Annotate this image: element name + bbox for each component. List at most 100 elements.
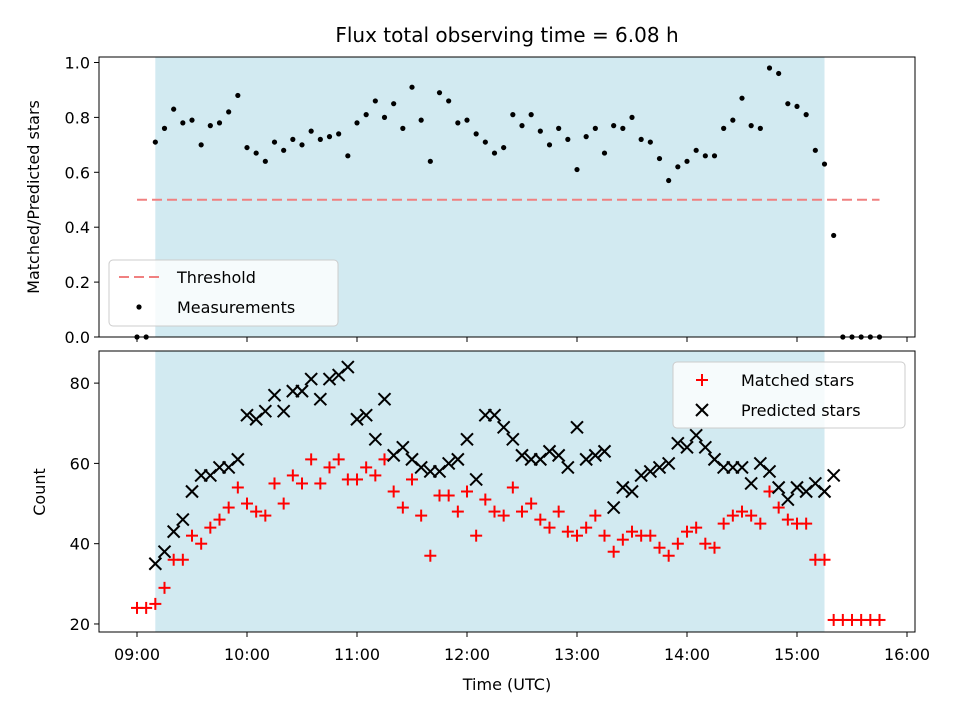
matched-star-point	[781, 513, 794, 526]
matched-star-point	[424, 549, 437, 562]
matched-star-point	[497, 509, 510, 522]
matched-star-point	[176, 553, 189, 566]
y-tick-label: 0.6	[65, 163, 90, 182]
measurement-point	[482, 139, 488, 145]
matched-star-point	[241, 497, 253, 510]
measurement-point	[666, 177, 672, 184]
predicted-star-point	[231, 452, 245, 467]
matched-star-point	[195, 537, 208, 550]
predicted-star-point	[579, 452, 593, 467]
measurement-point	[354, 120, 360, 126]
predicted-star-point	[542, 444, 557, 459]
measurement-point	[565, 136, 571, 142]
measurement-point	[812, 147, 818, 153]
measurement-point	[446, 98, 452, 104]
predicted-star-point	[515, 448, 529, 463]
y-tick-label: 60	[70, 454, 90, 473]
measurement-point	[821, 161, 828, 167]
matched-star-point	[479, 493, 492, 506]
bottom-y-axis: 20 40 60 80	[70, 374, 99, 634]
measurement-point	[180, 120, 186, 126]
matched-star-point	[351, 473, 363, 486]
legend-predicted-label: Predicted stars	[741, 401, 861, 420]
measurement-point	[730, 117, 736, 123]
measurement-point	[152, 139, 158, 145]
measurement-point	[345, 153, 351, 159]
matched-star-point	[534, 513, 547, 526]
legend-measurements-swatch	[136, 304, 142, 310]
measurement-point	[400, 125, 406, 131]
measurement-point	[262, 158, 268, 164]
y-tick-label: 0.8	[65, 108, 90, 127]
measurement-point	[574, 166, 580, 173]
matched-star-point	[726, 509, 739, 522]
predicted-star-point	[616, 480, 630, 495]
measurement-point	[583, 134, 589, 140]
y-tick-label: 80	[70, 374, 90, 393]
matched-star-point	[277, 497, 290, 510]
predicted-star-point	[267, 388, 282, 402]
top-x-axis	[136, 337, 908, 342]
predicted-star-point	[551, 448, 566, 463]
matched-star-point	[662, 549, 675, 562]
measurement-point	[501, 144, 507, 151]
predicted-star-point	[276, 404, 291, 418]
measurement-point	[794, 103, 800, 110]
legend-predicted-swatch	[695, 403, 709, 417]
legend-matched-label: Matched stars	[741, 371, 854, 390]
measurement-point	[711, 153, 718, 159]
measurement-point	[592, 125, 598, 131]
measurement-point	[491, 150, 498, 156]
measurement-point	[473, 131, 479, 137]
bottom-plot-frame	[98, 350, 916, 633]
matched-star-point	[580, 521, 593, 534]
y-tick-label: 20	[70, 615, 90, 634]
x-tick-label: 10:00	[224, 645, 270, 664]
matched-star-point	[305, 453, 318, 466]
measurement-point	[427, 158, 433, 164]
matched-star-point	[873, 613, 886, 626]
predicted-star-point	[368, 432, 383, 447]
predicted-star-point	[781, 492, 795, 507]
measurement-point	[757, 125, 763, 131]
measurement-point	[436, 90, 443, 96]
measurement-point	[363, 112, 369, 118]
matched-star-point	[314, 477, 327, 490]
measurement-point	[510, 112, 516, 118]
measurement-point	[556, 125, 562, 131]
predicted-star-point	[359, 408, 373, 422]
measurement-point	[299, 142, 305, 148]
matched-star-point	[213, 513, 226, 526]
matched-star-point	[772, 501, 785, 514]
matched-star-point	[543, 521, 556, 534]
predicted-star-point	[735, 460, 749, 475]
y-tick-label: 0.0	[65, 328, 90, 347]
measurement-point	[326, 134, 333, 140]
measurement-point	[739, 95, 745, 101]
y-tick-label: 40	[70, 535, 90, 554]
predicted-star-point	[496, 420, 511, 434]
x-tick-label: 16:00	[884, 645, 930, 664]
measurement-point	[537, 128, 543, 134]
measurement-point	[244, 144, 250, 151]
matched-star-point	[589, 509, 602, 522]
matched-star-point	[626, 525, 638, 538]
x-tick-label: 15:00	[774, 645, 820, 664]
matched-star-point	[653, 541, 666, 554]
matched-star-point	[571, 529, 583, 542]
matched-star-point	[699, 537, 712, 550]
predicted-star-point	[817, 484, 832, 499]
predicted-star-point	[652, 460, 667, 475]
predicted-star-point	[451, 452, 465, 467]
measurement-point	[409, 84, 415, 90]
measurement-point	[216, 120, 223, 126]
measurement-points	[134, 65, 883, 340]
predicted-star-point	[304, 372, 318, 386]
matched-star-point	[800, 517, 813, 530]
top-plot-frame	[98, 56, 916, 338]
predicted-star-point	[240, 408, 254, 422]
predicted-star-point	[506, 432, 520, 447]
matched-star-point	[506, 481, 519, 494]
matched-star-point	[488, 505, 501, 518]
predicted-star-point	[643, 464, 658, 479]
